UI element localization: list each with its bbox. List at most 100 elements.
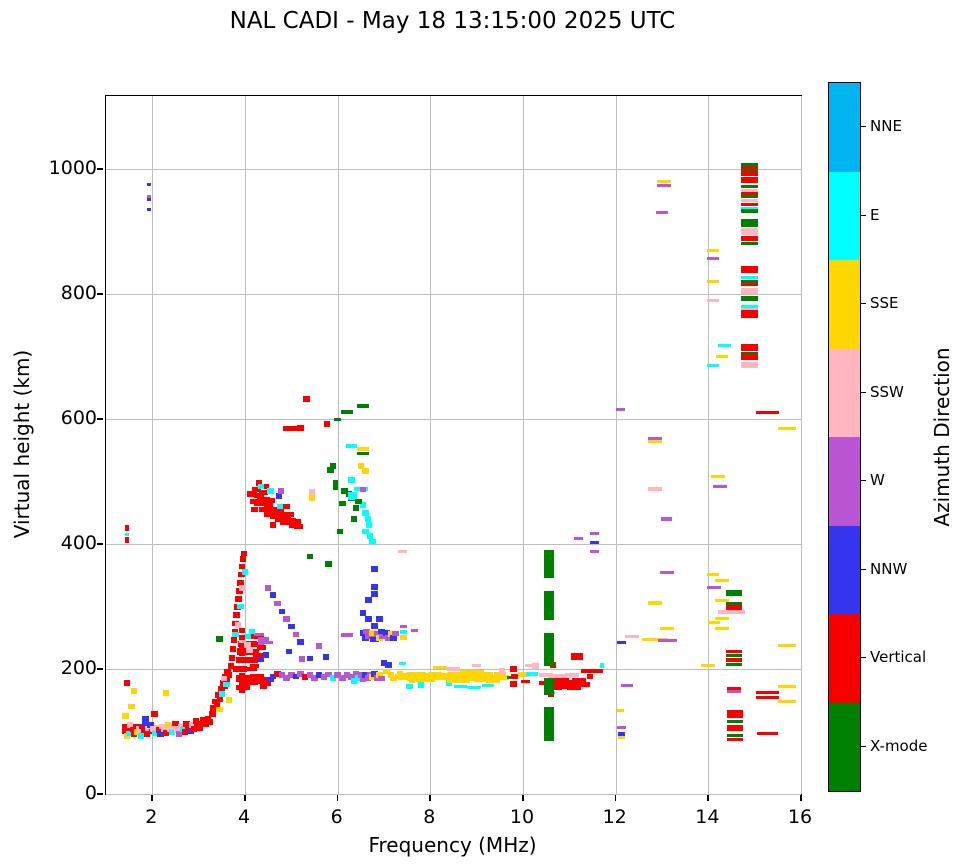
colorbar-segment-ssw	[829, 348, 860, 437]
colorbar-segment-x-mode	[829, 702, 860, 791]
data-point-w	[657, 184, 672, 188]
gridline-x	[245, 96, 246, 794]
data-point-e	[218, 691, 226, 697]
data-point-vertical	[567, 685, 581, 691]
data-point-e	[223, 681, 230, 688]
colorbar-segment-sse	[829, 260, 860, 349]
data-point-vertical	[510, 681, 517, 687]
data-point-vertical	[213, 701, 221, 708]
data-point-vertical	[124, 726, 132, 732]
data-point-sse	[216, 706, 223, 713]
gridline-x	[615, 96, 617, 794]
data-point-vertical	[740, 344, 758, 352]
data-point-ssw	[498, 668, 506, 674]
data-point-nnw	[187, 728, 194, 735]
data-point-ssw	[174, 727, 181, 734]
data-point-vertical	[726, 725, 743, 732]
data-point-ssw	[126, 722, 134, 729]
data-point-sse	[777, 685, 797, 689]
data-point-w	[359, 486, 367, 493]
data-point-e	[707, 364, 719, 368]
data-point-e	[362, 528, 369, 535]
colorbar-tick	[861, 391, 866, 393]
data-point-vertical	[238, 650, 245, 656]
data-point-nnw	[147, 208, 151, 212]
data-point-vertical	[740, 192, 758, 196]
dashed-marker-segment	[544, 706, 554, 741]
gridline-x	[801, 96, 802, 794]
data-point-nnw	[322, 654, 330, 660]
dashed-marker-segment	[544, 632, 554, 666]
y-tick-label: 800	[60, 282, 97, 305]
data-point-x-mode	[506, 676, 512, 680]
data-point-vertical	[214, 692, 222, 699]
data-point-e	[244, 633, 251, 640]
data-point-sse	[474, 671, 493, 682]
data-point-vertical	[297, 425, 304, 431]
colorbar-tick	[861, 480, 866, 482]
data-point-e	[241, 569, 249, 575]
data-point-vertical	[303, 396, 310, 402]
data-point-w	[341, 633, 353, 638]
data-point-e	[717, 344, 732, 348]
data-point-ssw	[564, 673, 579, 678]
data-point-sse	[225, 697, 233, 704]
data-point-e	[350, 678, 358, 684]
data-point-x-mode	[740, 185, 758, 189]
data-point-sse	[396, 670, 404, 677]
data-point-vertical	[196, 725, 203, 732]
colorbar-segment-nne	[829, 83, 860, 172]
data-point-w	[311, 674, 318, 681]
data-point-w	[648, 436, 662, 440]
data-point-w	[659, 571, 674, 575]
data-point-w	[343, 672, 351, 679]
data-point-vertical	[269, 522, 277, 529]
data-point-x-mode	[725, 662, 742, 666]
data-point-sse	[416, 673, 435, 683]
data-point-x-mode	[327, 467, 334, 474]
colorbar-title: Azimuth Direction	[930, 347, 954, 527]
data-point-x-mode	[725, 654, 742, 658]
data-point-vertical	[258, 507, 269, 513]
data-point-vertical	[756, 731, 778, 736]
data-point-vertical	[511, 673, 518, 680]
x-tick-label: 14	[695, 806, 720, 828]
y-tick-mark	[97, 793, 103, 795]
dashed-marker-segment	[544, 678, 554, 696]
data-point-sse	[369, 674, 376, 680]
data-point-ssw	[220, 675, 228, 682]
data-point-vertical	[265, 497, 276, 503]
data-point-nnw	[142, 716, 149, 722]
dashed-marker-segment	[544, 550, 554, 579]
data-point-ssw	[707, 299, 719, 303]
x-tick-mark	[336, 795, 339, 801]
x-tick-label: 4	[237, 806, 251, 828]
colorbar-segment-w	[829, 437, 860, 526]
data-point-w	[283, 616, 290, 622]
data-point-w	[363, 628, 370, 635]
y-tick-mark	[97, 418, 103, 420]
data-point-sse	[707, 249, 719, 253]
data-point-x-mode	[740, 279, 758, 283]
x-axis-title: Frequency (MHz)	[368, 833, 537, 857]
data-point-vertical	[571, 677, 586, 683]
data-point-vertical	[740, 354, 758, 360]
data-point-vertical	[235, 675, 255, 682]
colorbar-label-x-mode: X-mode	[870, 736, 928, 755]
data-point-e	[257, 483, 265, 490]
gridline-x	[523, 96, 524, 794]
data-point-vertical	[270, 508, 285, 515]
data-point-sse	[642, 638, 668, 642]
x-tick-label: 16	[787, 806, 813, 828]
data-point-e	[137, 733, 144, 739]
data-point-w	[410, 629, 418, 633]
colorbar-label-nne: NNE	[870, 117, 902, 136]
data-point-sse	[357, 463, 365, 469]
data-point-sse	[777, 700, 797, 704]
data-point-sse	[362, 468, 369, 474]
data-point-x-mode	[725, 589, 742, 596]
plot-area	[105, 95, 802, 795]
data-point-w	[298, 656, 306, 662]
data-point-vertical	[202, 721, 209, 727]
data-point-w	[283, 674, 290, 681]
